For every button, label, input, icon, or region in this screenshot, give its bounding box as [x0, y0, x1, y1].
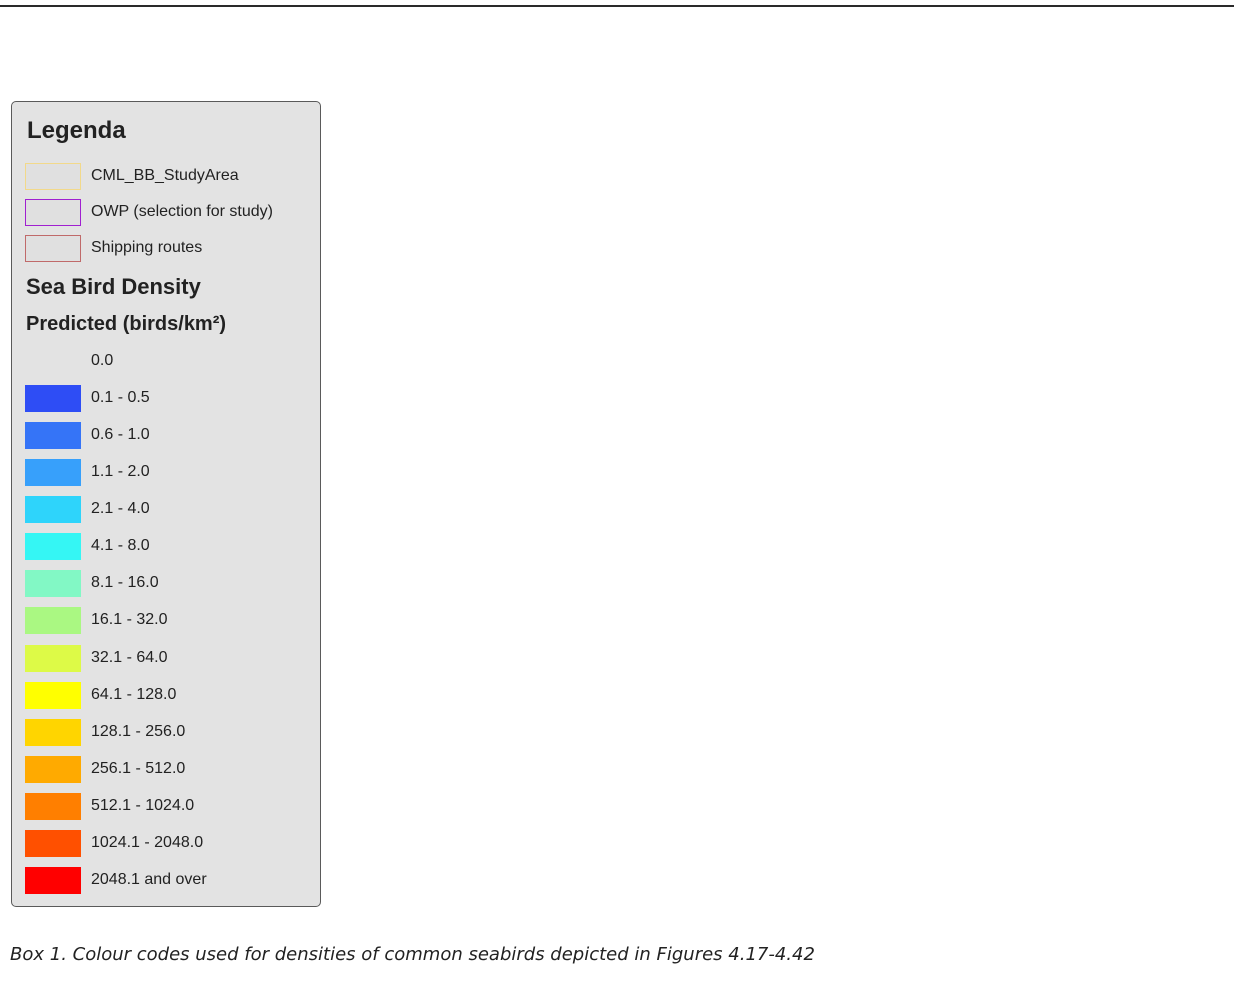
- density-label: 1024.1 - 2048.0: [91, 833, 204, 851]
- density-swatch: [25, 644, 81, 672]
- density-class-item: 0.0: [25, 348, 315, 375]
- legend-title: Legenda: [27, 117, 126, 144]
- density-swatch: [25, 348, 81, 375]
- density-swatch: [25, 755, 81, 783]
- density-label: 8.1 - 16.0: [91, 574, 159, 592]
- density-label: 32.1 - 64.0: [91, 648, 168, 666]
- density-class-item: 1.1 - 2.0: [25, 459, 315, 487]
- density-class-item: 4.1 - 8.0: [25, 533, 315, 561]
- density-class-item: 2048.1 and over: [25, 866, 315, 894]
- density-label: 1.1 - 2.0: [91, 463, 150, 481]
- density-label: 0.6 - 1.0: [91, 426, 150, 444]
- density-swatch: [25, 792, 81, 820]
- density-class-item: 0.6 - 1.0: [25, 422, 315, 450]
- density-label: 64.1 - 128.0: [91, 685, 177, 703]
- density-swatch: [25, 866, 81, 894]
- layer-swatch: [25, 163, 81, 190]
- density-class-item: 32.1 - 64.0: [25, 644, 315, 672]
- density-class-item: 0.1 - 0.5: [25, 385, 315, 413]
- density-class-item: 16.1 - 32.0: [25, 607, 315, 635]
- density-swatch: [25, 422, 81, 450]
- legend-layer-item: Shipping routes: [25, 235, 315, 262]
- legend-layer-item: CML_BB_StudyArea: [25, 163, 315, 190]
- figure-caption: Box 1. Colour codes used for densities o…: [10, 944, 815, 965]
- density-class-item: 8.1 - 16.0: [25, 570, 315, 598]
- top-rule: [0, 5, 1234, 7]
- density-class-item: 128.1 - 256.0: [25, 718, 315, 746]
- density-label: 512.1 - 1024.0: [91, 796, 195, 814]
- density-swatch: [25, 681, 81, 709]
- density-swatch: [25, 718, 81, 746]
- layer-label: OWP (selection for study): [91, 203, 273, 220]
- layer-swatch: [25, 199, 81, 226]
- density-class-item: 64.1 - 128.0: [25, 681, 315, 709]
- density-label: 0.1 - 0.5: [91, 389, 150, 407]
- density-label: 2048.1 and over: [91, 870, 207, 888]
- density-swatch: [25, 570, 81, 598]
- density-label: 4.1 - 8.0: [91, 537, 150, 555]
- layer-label: CML_BB_StudyArea: [91, 167, 239, 184]
- layer-label: Shipping routes: [91, 239, 203, 256]
- density-title: Sea Bird Density: [26, 274, 201, 299]
- density-label: 256.1 - 512.0: [91, 759, 186, 777]
- density-swatch: [25, 607, 81, 635]
- density-label: 2.1 - 4.0: [91, 500, 150, 518]
- density-label: 128.1 - 256.0: [91, 722, 186, 740]
- density-class-item: 256.1 - 512.0: [25, 755, 315, 783]
- density-class-item: 512.1 - 1024.0: [25, 792, 315, 820]
- density-swatch: [25, 533, 81, 561]
- density-label: 16.1 - 32.0: [91, 611, 168, 629]
- density-label: 0.0: [91, 352, 114, 369]
- density-subtitle: Predicted (birds/km²): [26, 313, 227, 335]
- density-class-item: 1024.1 - 2048.0: [25, 829, 315, 857]
- density-class-item: 2.1 - 4.0: [25, 496, 315, 524]
- density-swatch: [25, 829, 81, 857]
- layer-swatch: [25, 235, 81, 262]
- density-swatch: [25, 496, 81, 524]
- map-legend: Legenda CML_BB_StudyArea OWP (selection f…: [11, 101, 321, 907]
- density-swatch: [25, 385, 81, 413]
- density-swatch: [25, 459, 81, 487]
- legend-layer-item: OWP (selection for study): [25, 199, 315, 226]
